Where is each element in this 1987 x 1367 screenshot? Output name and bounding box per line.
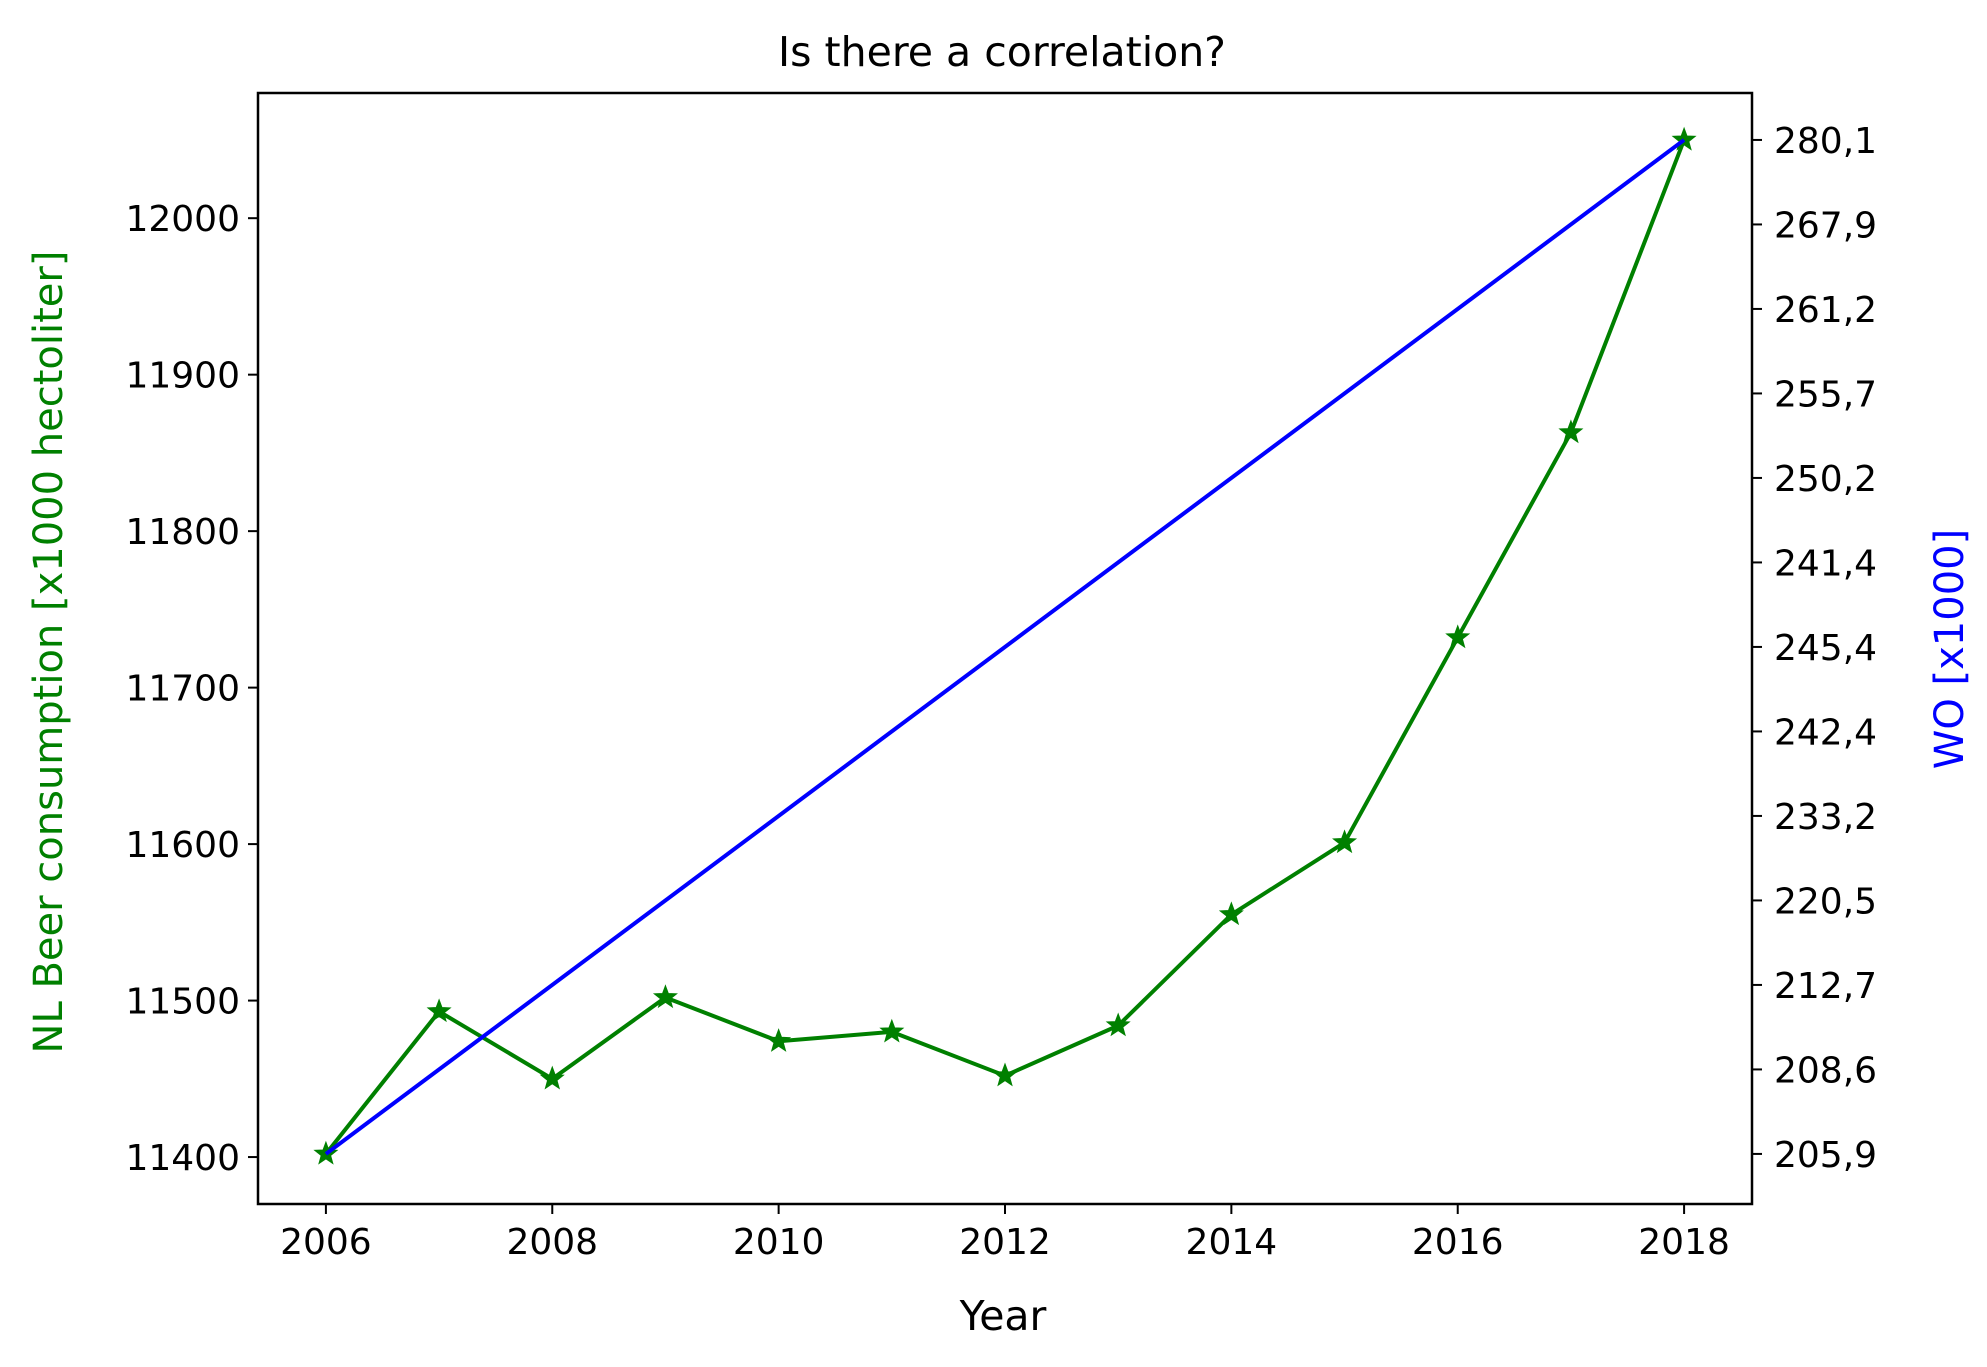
- right-y-tick-label: 208,6: [1774, 1050, 1877, 1091]
- x-tick-label: 2008: [506, 1222, 598, 1263]
- right-y-tick-label: 267,9: [1774, 205, 1877, 246]
- right-y-tick-label: 261,2: [1774, 290, 1877, 331]
- beer-data-point: [1671, 126, 1697, 151]
- beer-data-point: [652, 984, 678, 1009]
- beer-data-point: [1558, 419, 1584, 444]
- beer-data-point: [992, 1062, 1018, 1087]
- left-y-tick-label: 12000: [125, 199, 240, 240]
- right-y-tick-label: 241,4: [1774, 543, 1877, 584]
- right-y-tick-label: 233,2: [1774, 797, 1877, 838]
- left-y-tick-label: 11700: [125, 669, 240, 710]
- right-y-tick-label: 250,2: [1774, 459, 1877, 500]
- beer-data-point: [1218, 901, 1244, 926]
- series-layer: [313, 126, 1697, 1165]
- x-tick-label: 2006: [280, 1222, 372, 1263]
- left-y-axis-ticks: 11400 11500 11600 11700 11800 11900 12000: [125, 199, 258, 1179]
- right-y-tick-label: 245,4: [1774, 628, 1877, 669]
- left-y-tick-label: 11800: [125, 512, 240, 553]
- x-tick-label: 2018: [1638, 1222, 1730, 1263]
- beer-data-point: [879, 1018, 905, 1043]
- left-y-tick-label: 11400: [125, 1138, 240, 1179]
- right-y-tick-label: 220,5: [1774, 881, 1877, 922]
- beer-data-point: [766, 1028, 792, 1052]
- left-y-axis-label: NL Beer consumption [x1000 hectoliter]: [26, 251, 72, 1054]
- beer-data-point: [1445, 624, 1471, 649]
- x-axis-ticks: 2006 2008 2010 2012 2014 2016 2018: [280, 1204, 1730, 1263]
- beer-data-point: [1105, 1012, 1131, 1037]
- beer-data-point: [1332, 829, 1358, 854]
- right-y-tick-label: 212,7: [1774, 966, 1877, 1007]
- x-axis-label: Year: [959, 1292, 1047, 1340]
- beer-data-point: [539, 1065, 565, 1090]
- left-y-tick-label: 11900: [125, 356, 240, 397]
- wo-series: [324, 138, 1686, 1156]
- x-tick-label: 2012: [959, 1222, 1051, 1263]
- x-tick-label: 2016: [1412, 1222, 1504, 1263]
- right-y-tick-label: 205,9: [1774, 1135, 1877, 1176]
- chart-title: Is there a correlation?: [778, 28, 1226, 76]
- right-y-axis-ticks: 205,9 208,6 212,7 220,5 233,2 242,4 245,4 241,4…: [1752, 121, 1877, 1176]
- wo-series-line: [324, 138, 1686, 1156]
- beer-data-point: [426, 998, 452, 1023]
- right-y-tick-label: 242,4: [1774, 712, 1877, 753]
- x-tick-label: 2010: [733, 1222, 825, 1263]
- right-y-tick-label: 280,1: [1774, 121, 1877, 162]
- left-y-tick-label: 11500: [125, 982, 240, 1023]
- beer-series: [313, 126, 1697, 1165]
- left-y-tick-label: 11600: [125, 825, 240, 866]
- x-tick-label: 2014: [1186, 1222, 1278, 1263]
- right-y-tick-label: 255,7: [1774, 374, 1877, 415]
- right-y-axis-label: WO [x1000]: [1927, 529, 1973, 769]
